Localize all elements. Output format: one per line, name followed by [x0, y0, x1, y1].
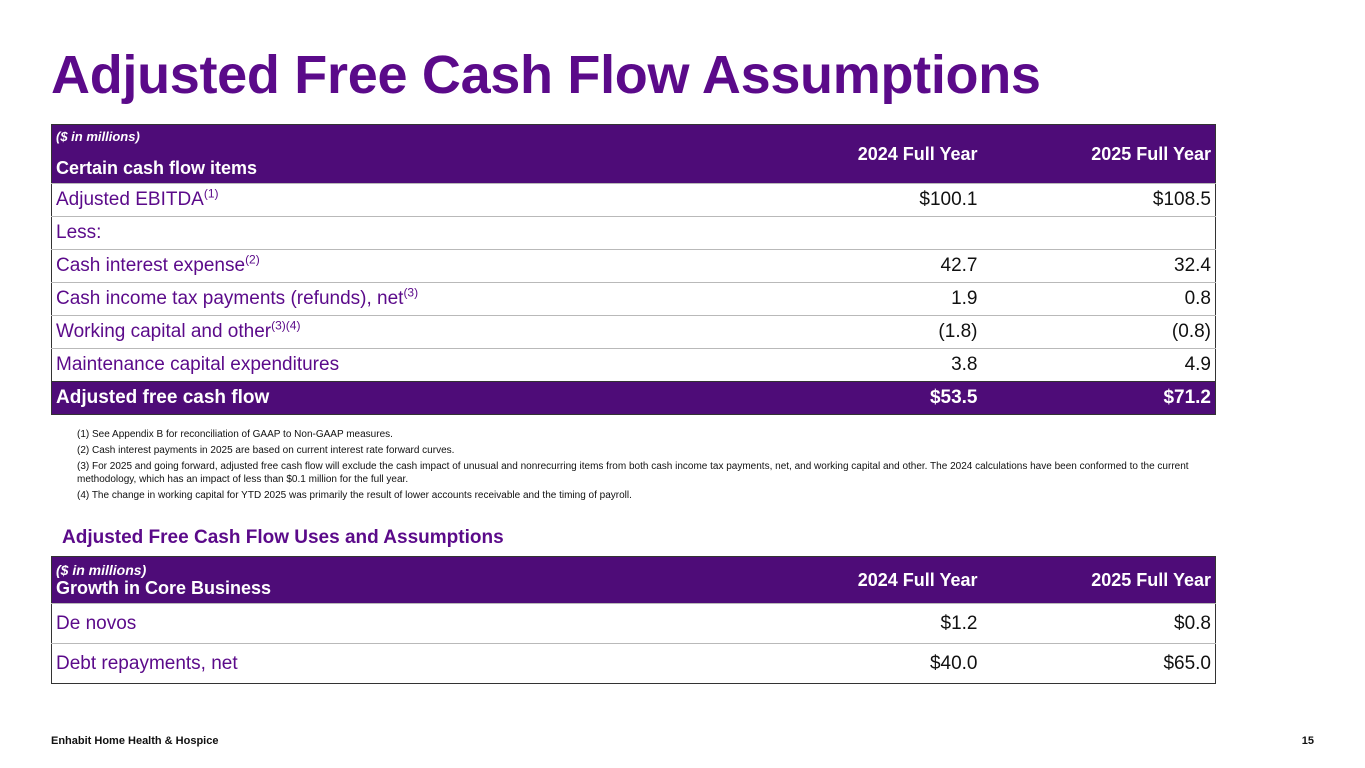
- row-label: Debt repayments, net: [56, 652, 238, 674]
- value-2025: $0.8: [1174, 612, 1211, 634]
- footnote-ref: (3)(4): [271, 318, 301, 333]
- footnote: (2) Cash interest payments in 2025 are b…: [77, 445, 455, 456]
- row-label: Less:: [52, 217, 756, 250]
- column-header-2025: 2025 Full Year: [1091, 143, 1211, 164]
- table-row: Adjusted EBITDA(1) $100.1 $108.5: [51, 183, 1216, 217]
- units-note: ($ in millions): [56, 129, 140, 144]
- footnotes: (1) See Appendix B for reconciliation of…: [77, 428, 1217, 505]
- footer-company: Enhabit Home Health & Hospice: [51, 735, 219, 747]
- footnote-ref: (3): [403, 285, 419, 300]
- column-header-2025: 2025 Full Year: [1091, 569, 1211, 590]
- footnote: (1) See Appendix B for reconciliation of…: [77, 429, 393, 440]
- table-header-label-cell: ($ in millions) Certain cash flow items: [52, 125, 756, 184]
- group-label: Certain cash flow items: [56, 158, 258, 178]
- value-2025: 4.9: [1184, 354, 1211, 375]
- row-label-text: Less:: [56, 222, 102, 243]
- units-note: ($ in millions): [56, 561, 147, 578]
- table-row: Less:: [51, 216, 1216, 250]
- table-header-label-cell: ($ in millions) Growth in Core Business: [52, 557, 756, 604]
- footnote: (4) The change in working capital for YT…: [77, 490, 632, 501]
- footnote-ref: (1): [203, 186, 219, 201]
- value-2025: (0.8): [1171, 321, 1211, 342]
- total-row: Adjusted free cash flow $53.5 $71.2: [51, 381, 1216, 415]
- row-label: De novos: [56, 612, 137, 634]
- total-value-2025: $71.2: [1163, 387, 1211, 408]
- row-label: Adjusted EBITDA(1): [52, 184, 756, 217]
- value-2024: (1.8): [938, 321, 978, 342]
- value-2024: 1.9: [951, 288, 978, 309]
- value-2025: [982, 217, 1216, 250]
- value-2024: $40.0: [929, 652, 978, 674]
- row-label-text: Maintenance capital expenditures: [56, 354, 340, 375]
- value-2024: $100.1: [919, 189, 978, 210]
- total-value-2024: $53.5: [929, 387, 978, 408]
- column-header-2024: 2024 Full Year: [857, 143, 978, 164]
- column-header-2024: 2024 Full Year: [857, 569, 978, 590]
- page-title: Adjusted Free Cash Flow Assumptions: [51, 45, 1041, 105]
- row-label-text: Adjusted EBITDA: [56, 189, 204, 210]
- total-label: Adjusted free cash flow: [56, 387, 270, 408]
- fcf-uses-table: ($ in millions) Growth in Core Business …: [51, 556, 1216, 684]
- table-header-row: ($ in millions) Growth in Core Business …: [51, 556, 1216, 604]
- value-2025: $108.5: [1152, 189, 1211, 210]
- table-header-row: ($ in millions) Certain cash flow items …: [51, 124, 1216, 184]
- table-row: Cash interest expense(2) 42.7 32.4: [51, 249, 1216, 283]
- value-2024: $1.2: [940, 612, 978, 634]
- value-2024: [756, 217, 982, 250]
- value-2025: 0.8: [1184, 288, 1211, 309]
- row-label: Maintenance capital expenditures: [52, 349, 756, 382]
- footnote: (3) For 2025 and going forward, adjusted…: [77, 461, 1189, 485]
- row-label-text: Cash interest expense: [56, 255, 246, 276]
- row-label-text: Cash income tax payments (refunds), net: [56, 288, 404, 309]
- cash-flow-items-table: ($ in millions) Certain cash flow items …: [51, 124, 1216, 415]
- row-label: Cash income tax payments (refunds), net(…: [52, 283, 756, 316]
- section-subheading: Adjusted Free Cash Flow Uses and Assumpt…: [62, 527, 504, 548]
- footnote-ref: (2): [245, 252, 260, 267]
- row-label: Working capital and other(3)(4): [52, 316, 756, 349]
- table-row: Debt repayments, net $40.0 $65.0: [51, 643, 1216, 684]
- value-2024: 42.7: [940, 255, 978, 276]
- row-label: Cash interest expense(2): [52, 250, 756, 283]
- page-number: 15: [1301, 735, 1314, 747]
- table-row: Working capital and other(3)(4) (1.8) (0…: [51, 315, 1216, 349]
- table-row: Cash income tax payments (refunds), net(…: [51, 282, 1216, 316]
- row-label-text: Working capital and other: [56, 321, 272, 342]
- table-row: De novos $1.2 $0.8: [51, 603, 1216, 644]
- value-2024: 3.8: [951, 354, 978, 375]
- table-row: Maintenance capital expenditures 3.8 4.9: [51, 348, 1216, 382]
- group-label: Growth in Core Business: [56, 577, 272, 598]
- value-2025: $65.0: [1163, 652, 1211, 674]
- value-2025: 32.4: [1174, 255, 1211, 276]
